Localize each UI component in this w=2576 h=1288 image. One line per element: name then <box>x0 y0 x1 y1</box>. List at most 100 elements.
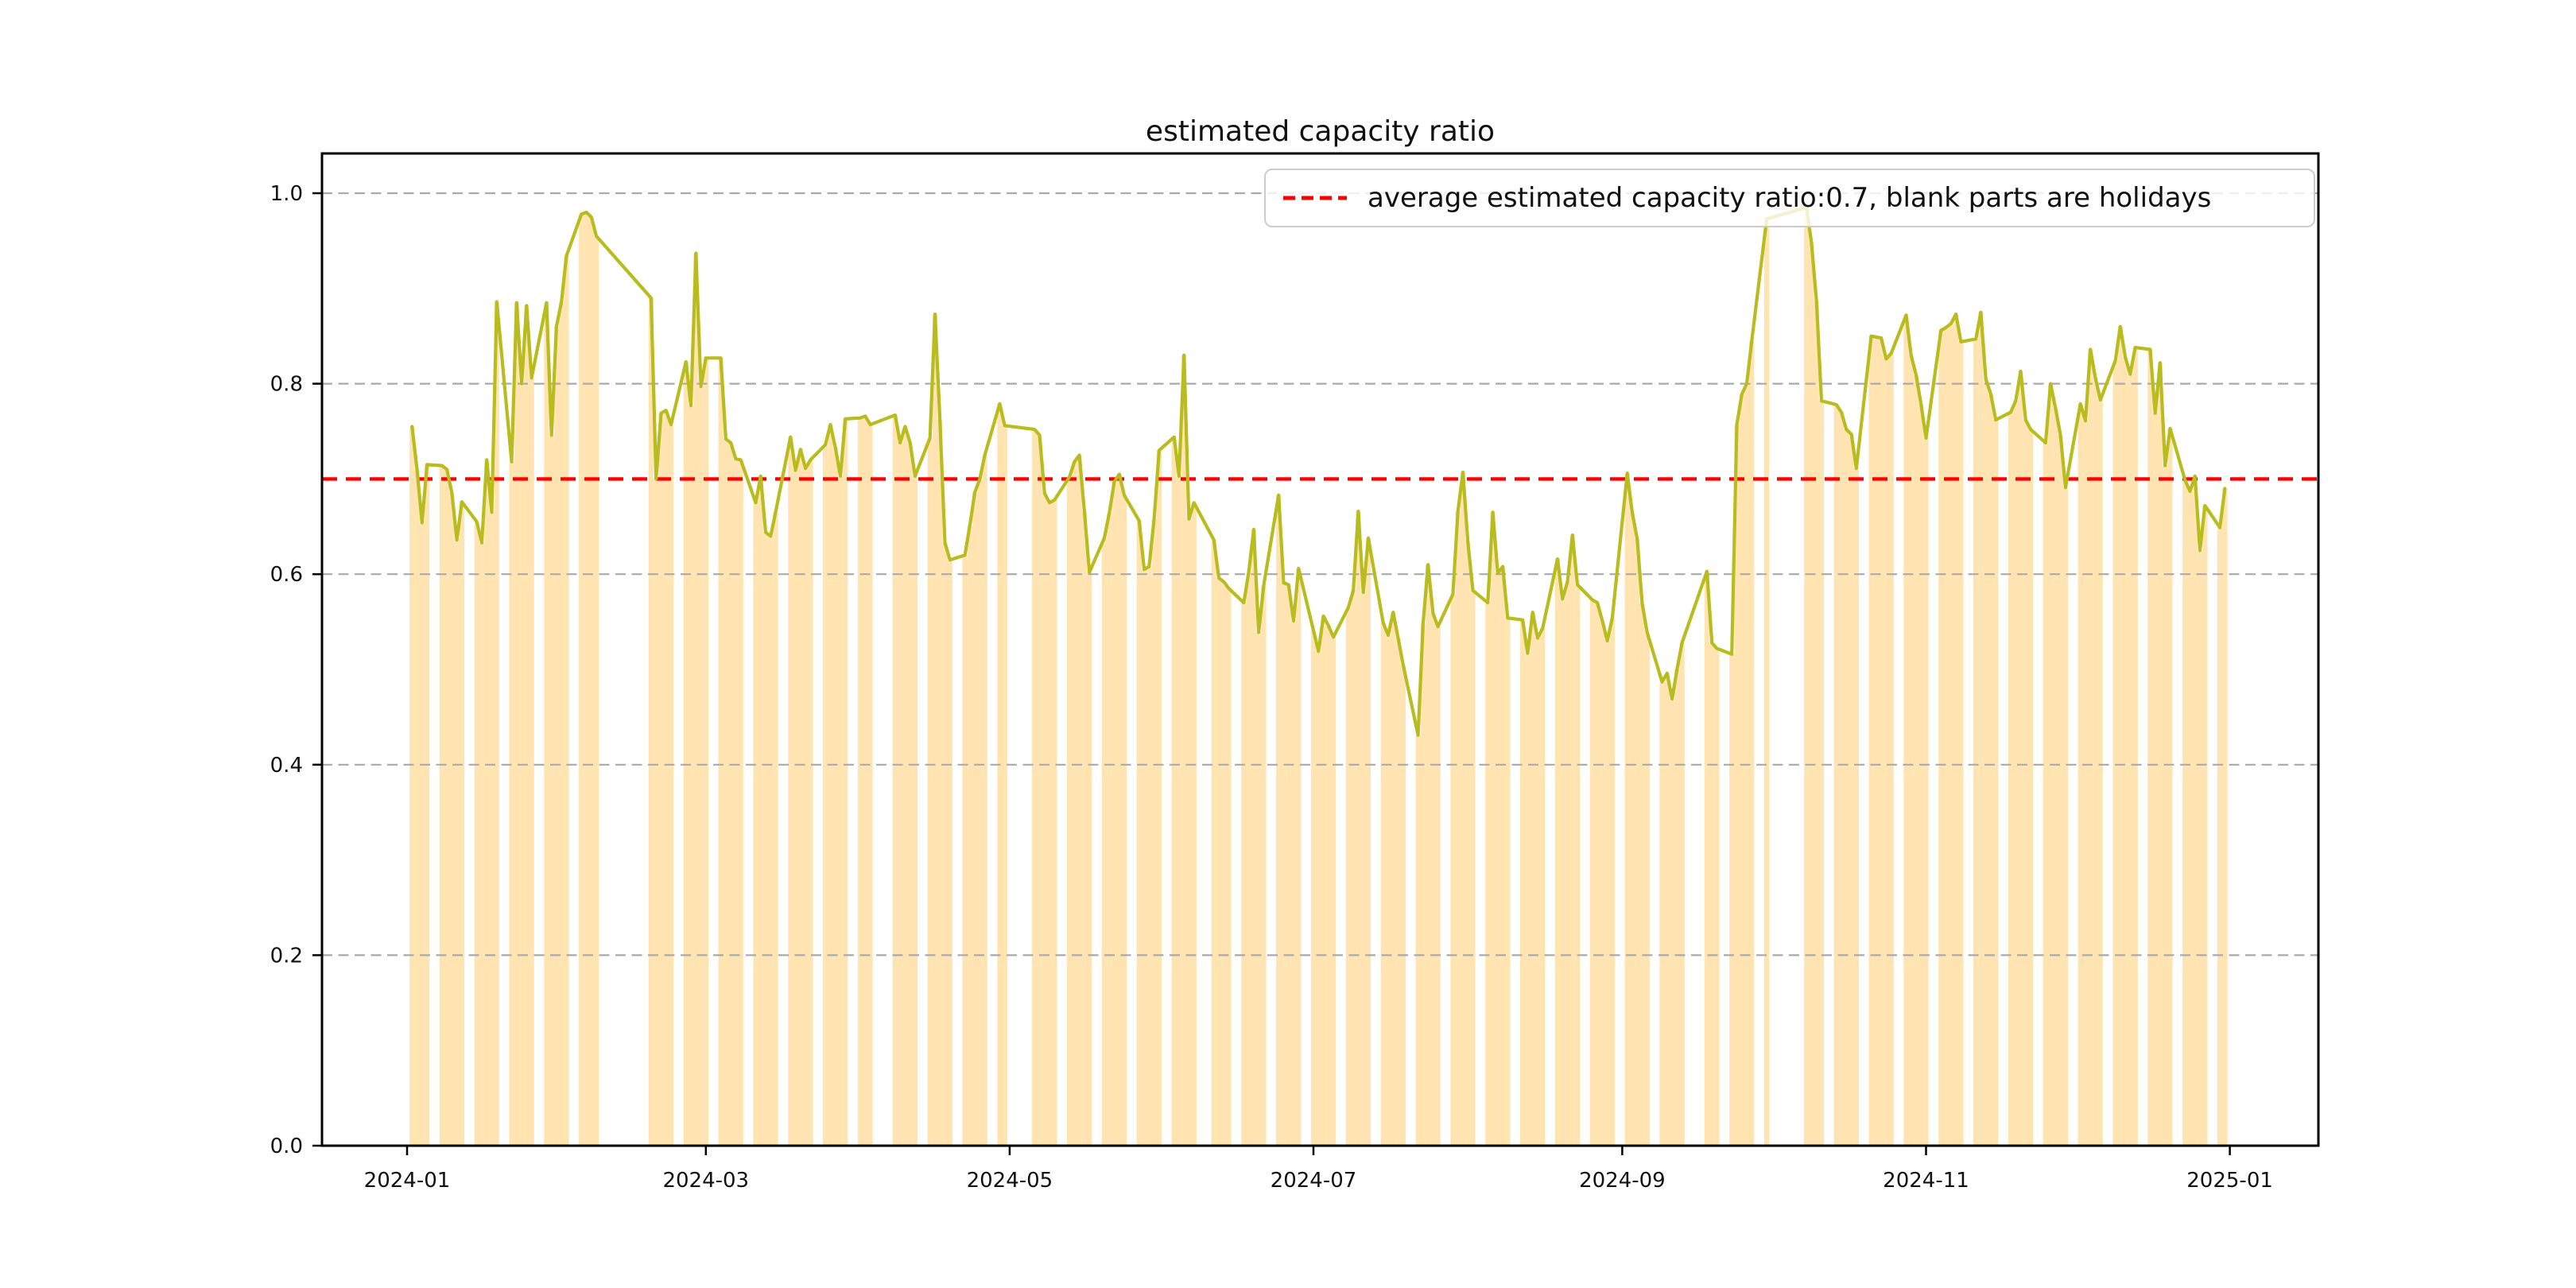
day-bar <box>1908 355 1914 1146</box>
day-bar <box>1873 336 1880 1146</box>
day-bar <box>1534 638 1541 1146</box>
day-bar <box>484 460 490 1146</box>
day-bar <box>823 444 828 1146</box>
day-bar <box>459 502 465 1146</box>
day-bar <box>1888 353 1894 1146</box>
day-bar <box>544 302 549 1146</box>
day-bar <box>863 416 868 1146</box>
x-tick-label: 2024-05 <box>967 1169 1053 1193</box>
day-bar <box>698 386 704 1146</box>
day-bar <box>1321 615 1326 1146</box>
day-bar <box>1426 564 1431 1146</box>
day-bar <box>1351 590 1356 1146</box>
day-bar <box>1046 502 1053 1146</box>
day-bar <box>1495 573 1500 1146</box>
day-bar <box>1868 336 1874 1146</box>
day-bar <box>837 475 844 1146</box>
day-bar <box>1415 735 1421 1146</box>
day-bar <box>1948 324 1953 1146</box>
x-tick-label: 2024-07 <box>1271 1169 1357 1193</box>
day-bar <box>658 413 664 1146</box>
legend-dashed-line-icon <box>1283 196 1347 200</box>
day-bar <box>1156 450 1162 1146</box>
day-bar <box>1450 594 1456 1146</box>
day-bar <box>1659 681 1665 1146</box>
day-bar <box>1704 571 1710 1146</box>
day-bar <box>762 532 769 1146</box>
day-bar <box>1146 566 1152 1146</box>
day-bar <box>1884 359 1889 1146</box>
day-bar <box>2027 429 2034 1146</box>
day-bar <box>1525 653 1530 1146</box>
day-bar <box>663 410 669 1146</box>
day-bar <box>1261 585 1267 1146</box>
day-bar <box>738 460 743 1146</box>
day-bar <box>832 447 838 1146</box>
day-bar <box>1042 493 1047 1146</box>
day-bar <box>758 475 763 1146</box>
day-bar <box>2147 349 2153 1146</box>
y-tick-label: 0.8 <box>270 373 303 397</box>
day-bar <box>2222 488 2228 1146</box>
day-bar <box>972 492 978 1146</box>
day-bar <box>1804 208 1810 1146</box>
day-bar <box>1540 628 1546 1146</box>
day-bar <box>2117 326 2123 1146</box>
day-bar <box>1037 435 1042 1146</box>
y-tick-label: 0.6 <box>270 563 303 587</box>
day-bar <box>1664 673 1670 1146</box>
day-bar <box>1565 581 1570 1146</box>
day-bar <box>2093 378 2098 1146</box>
day-bar <box>1988 394 1994 1146</box>
day-bar <box>1216 578 1222 1146</box>
chart-title: estimated capacity ratio <box>1145 115 1496 148</box>
day-bar <box>942 542 948 1146</box>
x-axis: 2024-01 2024-03 2024-05 2024-07 2024-09 2024-… <box>364 1146 2273 1193</box>
day-bar <box>2152 413 2158 1146</box>
day-bar <box>703 358 708 1146</box>
day-bar <box>1186 518 1192 1146</box>
day-bar <box>843 418 848 1146</box>
day-bar <box>1734 425 1740 1146</box>
day-bar <box>947 560 952 1146</box>
day-bar <box>593 235 599 1146</box>
day-bar <box>1395 638 1401 1146</box>
day-bar <box>1635 538 1640 1146</box>
day-bar <box>1589 599 1595 1146</box>
day-bar <box>588 217 594 1146</box>
day-bar <box>937 420 943 1146</box>
day-bar <box>753 502 758 1146</box>
day-bar <box>797 449 803 1146</box>
day-bar <box>1420 623 1426 1146</box>
day-bar <box>2217 527 2223 1146</box>
day-bar <box>1136 521 1142 1146</box>
day-bar <box>1072 461 1077 1146</box>
day-bar <box>1002 425 1007 1146</box>
day-bar <box>828 425 833 1146</box>
day-bar <box>1181 355 1187 1146</box>
day-bar <box>788 436 793 1146</box>
day-bar <box>1101 537 1108 1146</box>
day-bar <box>1246 572 1251 1146</box>
day-bar <box>564 256 569 1146</box>
legend-label: average estimated capacity ratio:0.7, bl… <box>1368 182 2212 214</box>
day-bar <box>2122 357 2128 1146</box>
day-bar <box>1276 495 1282 1146</box>
day-bar <box>1520 619 1526 1146</box>
day-bar <box>509 461 514 1146</box>
day-bar <box>1052 499 1057 1146</box>
day-bar <box>902 426 908 1146</box>
x-tick-label: 2024-11 <box>1883 1169 1969 1193</box>
day-bar <box>1595 603 1600 1146</box>
day-bar <box>2043 442 2048 1146</box>
day-bar <box>2128 374 2133 1146</box>
day-bar <box>419 522 425 1146</box>
day-bar <box>2197 550 2203 1146</box>
day-bar <box>773 512 778 1146</box>
day-bar <box>1107 513 1112 1146</box>
day-bar <box>2202 505 2208 1146</box>
day-bar <box>474 522 479 1146</box>
day-bar <box>1574 584 1581 1146</box>
